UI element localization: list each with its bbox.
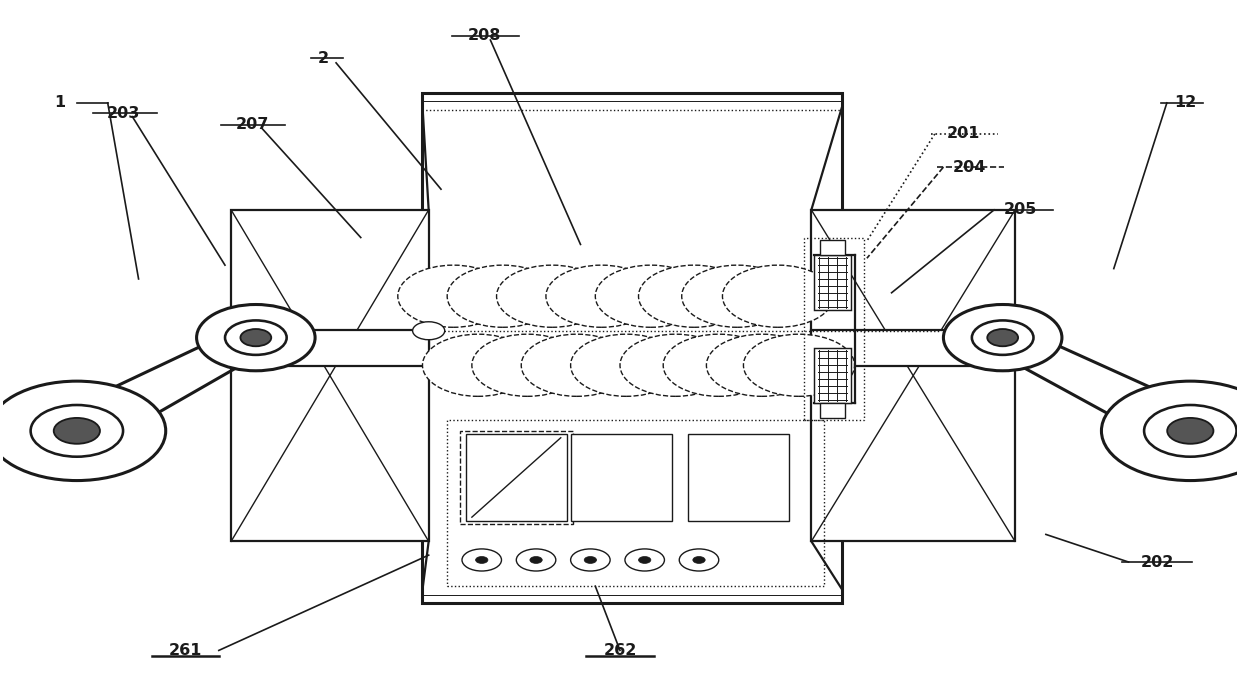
Circle shape [570,549,610,571]
Circle shape [448,265,558,327]
Text: 205: 205 [1003,203,1037,217]
Bar [231,210,429,541]
Circle shape [463,549,501,571]
Circle shape [1167,418,1214,444]
Text: 202: 202 [1141,555,1174,569]
Circle shape [707,334,817,396]
Circle shape [241,329,272,347]
Bar [820,403,844,418]
Circle shape [546,265,657,327]
Bar [804,237,864,420]
Circle shape [620,334,732,396]
Circle shape [663,334,774,396]
Text: 201: 201 [946,127,980,141]
Bar [448,420,823,586]
Circle shape [987,329,1018,347]
Text: 207: 207 [236,118,269,132]
Bar [813,348,851,403]
Bar [570,434,672,521]
Text: 12: 12 [1174,95,1197,111]
Circle shape [398,265,508,327]
Bar [460,431,573,524]
Text: 203: 203 [107,106,140,120]
Bar [688,434,789,521]
Bar [466,434,567,521]
Circle shape [53,418,100,444]
Circle shape [682,265,792,327]
Circle shape [423,334,533,396]
Circle shape [0,381,166,480]
Text: 208: 208 [467,29,501,43]
Circle shape [413,322,445,340]
Bar [811,210,1016,541]
Circle shape [224,320,286,355]
Circle shape [1101,381,1240,480]
Bar [231,330,429,366]
Bar [423,93,842,603]
Circle shape [472,334,583,396]
Circle shape [972,320,1033,355]
Circle shape [680,549,719,571]
Circle shape [570,334,682,396]
Circle shape [197,305,315,371]
Circle shape [476,557,487,564]
Bar [820,239,844,255]
Circle shape [521,334,632,396]
Bar [813,255,851,310]
Circle shape [529,557,542,564]
Text: 204: 204 [952,159,986,175]
Circle shape [31,405,123,457]
Circle shape [584,557,596,564]
Circle shape [693,557,706,564]
Circle shape [496,265,608,327]
Circle shape [625,549,665,571]
Circle shape [639,557,651,564]
Circle shape [516,549,556,571]
Circle shape [944,305,1061,371]
Circle shape [723,265,833,327]
Text: 1: 1 [55,95,66,111]
Circle shape [1145,405,1236,457]
Text: 2: 2 [319,51,330,65]
Text: 261: 261 [169,643,202,658]
Circle shape [744,334,854,396]
Bar [811,330,1016,366]
Circle shape [639,265,750,327]
Text: 262: 262 [604,643,636,658]
Circle shape [595,265,707,327]
